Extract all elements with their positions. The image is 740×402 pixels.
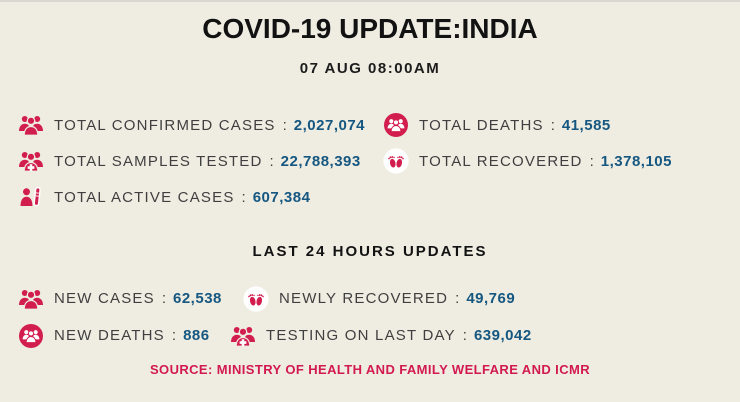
- stat-total-recovered: TOTAL RECOVERED : 1,378,105: [383, 148, 672, 174]
- footprints-icon: [243, 285, 269, 312]
- stat-label: TOTAL CONFIRMED CASES: [54, 116, 276, 134]
- users-group-icon: [18, 288, 44, 310]
- summary-row-2: TOTAL SAMPLES TESTED : 22,788,393 TOTAL …: [18, 143, 722, 179]
- stat-new-deaths: NEW DEATHS : 886: [18, 323, 230, 349]
- stat-label: TESTING ON LAST DAY: [266, 327, 456, 344]
- stat-value: 607,384: [252, 188, 311, 206]
- users-group-icon: [18, 115, 44, 136]
- data-source-credit: SOURCE: MINISTRY OF HEALTH AND FAMILY WE…: [149, 362, 590, 377]
- users-circle-icon: [383, 112, 409, 138]
- last24-row-2: NEW DEATHS : 886 TESTING ON LAST DAY : 6…: [18, 317, 722, 354]
- stat-testing-on-last-day: TESTING ON LAST DAY : 639,042: [230, 323, 532, 349]
- stat-total-active-cases: TOTAL ACTIVE CASES : 607,384: [18, 184, 383, 210]
- summary-row-3: TOTAL ACTIVE CASES : 607,384: [18, 179, 722, 215]
- stat-separator: :: [161, 290, 166, 307]
- stat-label: TOTAL SAMPLES TESTED: [54, 152, 263, 170]
- stat-value: 639,042: [473, 327, 532, 344]
- stat-new-cases: NEW CASES : 62,538: [18, 286, 243, 312]
- stat-total-confirmed-cases: TOTAL CONFIRMED CASES : 2,027,074: [18, 112, 383, 138]
- stat-value: 62,538: [173, 290, 222, 307]
- stat-label: TOTAL ACTIVE CASES: [54, 188, 235, 206]
- users-medical-icon: [230, 323, 256, 349]
- last-24-hours-heading: LAST 24 HOURS UPDATES: [252, 243, 488, 260]
- last24-row-1: NEW CASES : 62,538 NEWLY RECOVERED : 49,…: [18, 280, 722, 317]
- stat-value: 49,769: [466, 290, 516, 307]
- stat-label: TOTAL DEATHS: [419, 116, 544, 134]
- stat-label: NEWLY RECOVERED: [279, 290, 449, 307]
- stat-value: 1,378,105: [600, 152, 672, 170]
- stat-label: NEW CASES: [54, 290, 155, 307]
- stat-separator: :: [269, 152, 274, 170]
- stat-separator: :: [550, 116, 555, 134]
- footprints-icon: [383, 148, 409, 174]
- stat-value: 886: [183, 327, 210, 344]
- stat-separator: :: [241, 188, 246, 206]
- last-24-hours-section: NEW CASES : 62,538 NEWLY RECOVERED : 49,…: [18, 280, 722, 354]
- stat-separator: :: [455, 290, 460, 307]
- summary-section: TOTAL CONFIRMED CASES : 2,027,074 TOTAL …: [18, 107, 722, 215]
- stat-label: TOTAL RECOVERED: [419, 152, 583, 170]
- summary-row-1: TOTAL CONFIRMED CASES : 2,027,074 TOTAL …: [18, 107, 722, 143]
- stat-value: 22,788,393: [280, 152, 361, 170]
- stat-value: 41,585: [561, 116, 611, 134]
- stat-total-deaths: TOTAL DEATHS : 41,585: [383, 112, 611, 138]
- stat-total-samples-tested: TOTAL SAMPLES TESTED : 22,788,393: [18, 148, 383, 174]
- stat-separator: :: [171, 327, 177, 344]
- users-medical-icon: [18, 148, 44, 174]
- stat-value: 2,027,074: [293, 116, 366, 134]
- person-testtube-icon: [19, 186, 41, 207]
- stat-separator: :: [589, 152, 594, 170]
- users-circle-icon: [18, 323, 44, 348]
- stat-separator: :: [282, 116, 287, 134]
- stat-newly-recovered: NEWLY RECOVERED : 49,769: [243, 285, 516, 312]
- report-timestamp: 07 AUG 08:00AM: [299, 60, 441, 77]
- page-title: COVID-19 UPDATE:INDIA: [202, 13, 538, 44]
- stat-separator: :: [462, 327, 467, 344]
- stat-label: NEW DEATHS: [54, 327, 165, 344]
